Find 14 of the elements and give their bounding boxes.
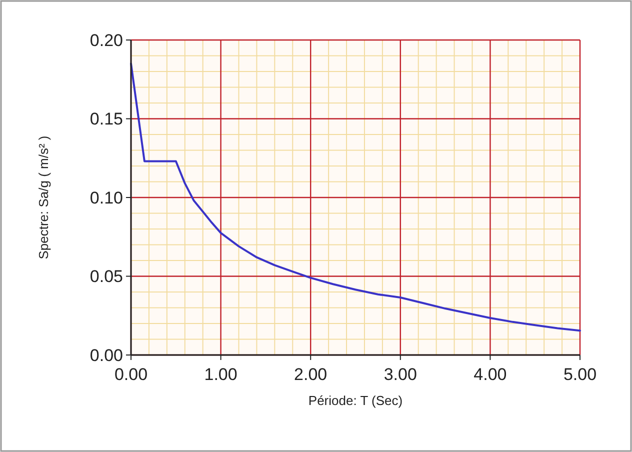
y-tick-label: 0.05 (90, 267, 123, 286)
line-series (130, 62, 581, 332)
x-tick-label: 3.00 (384, 365, 417, 384)
y-axis-title: Spectre: Sa/g ( m/s² ) (36, 136, 51, 260)
x-tick-label: 5.00 (563, 365, 597, 384)
y-tick-label: 0.15 (90, 110, 123, 129)
y-tick-label: 0.00 (90, 346, 123, 365)
x-tick-label: 1.00 (204, 365, 238, 384)
x-tick-label: 2.00 (294, 365, 328, 384)
y-tick-label: 0.10 (90, 188, 123, 208)
x-axis-title: Période: T (Sec) (308, 393, 403, 408)
x-tick-label: 4.00 (474, 365, 507, 384)
x-tick-label: 0.00 (114, 365, 148, 384)
y-tick-label: 0.20 (90, 30, 123, 50)
